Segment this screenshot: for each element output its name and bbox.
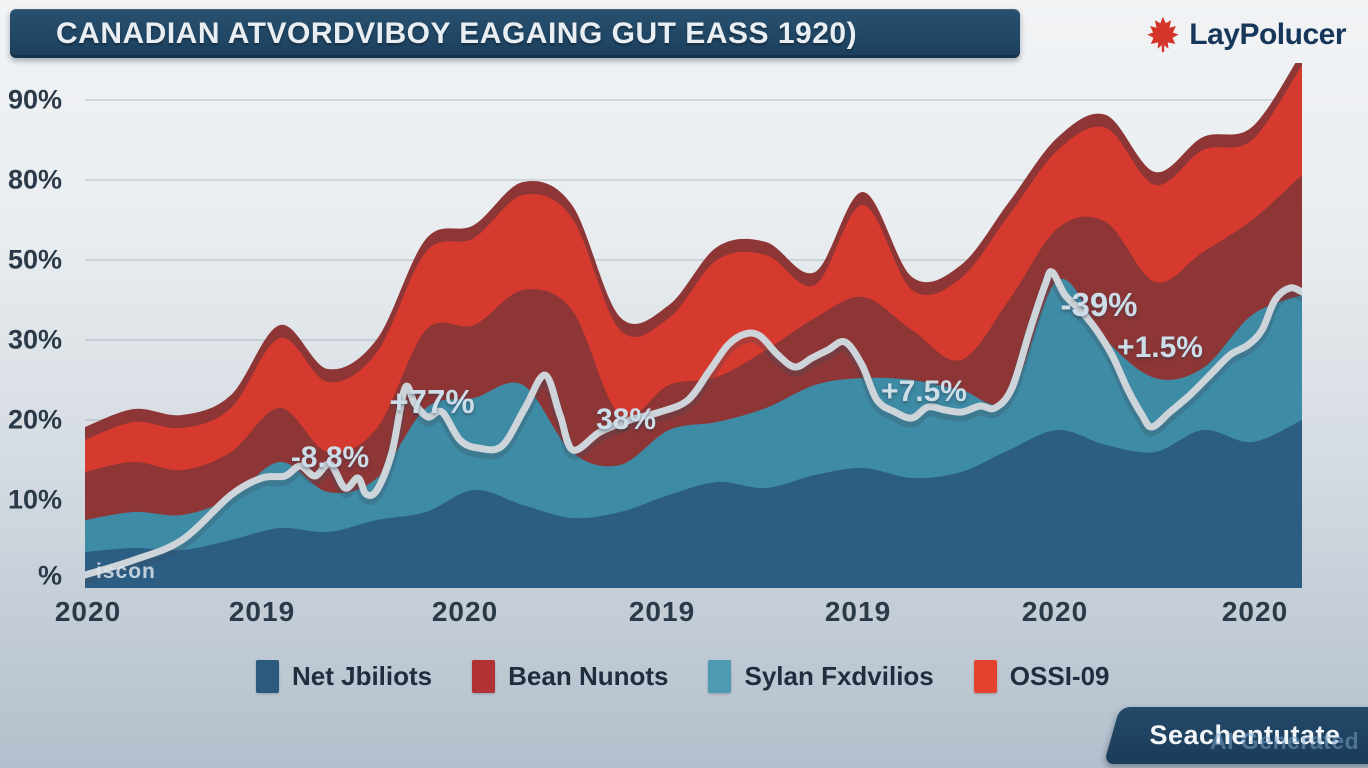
x-axis-tick-label: 2020: [1221, 596, 1289, 627]
trend-annotation: +7.5%: [881, 375, 967, 408]
brand-logo: LayPolucer: [1146, 16, 1346, 53]
x-axis-tick-label: 2019: [824, 596, 892, 627]
maple-leaf-icon: [1146, 16, 1180, 53]
x-axis-tick-label: 2019: [628, 596, 696, 627]
y-axis-tick-label: 30%: [7, 324, 62, 355]
legend-label: Bean Nunots: [508, 661, 669, 691]
y-axis-tick-label: 20%: [7, 404, 62, 435]
legend-swatch: [256, 660, 279, 693]
trend-annotation: +1.5%: [1117, 331, 1203, 364]
action-button[interactable]: Seachentutate: [1103, 707, 1368, 764]
action-button-label: Seachentutate: [1149, 720, 1341, 750]
legend-item: Net Jbiliots: [256, 660, 432, 693]
y-axis-tick-label: 80%: [7, 164, 62, 195]
trend-line: [85, 268, 1302, 579]
title-bar: CANADIAN ATVORDVIBOY EAGAING GUT EASS 19…: [10, 9, 1020, 58]
area-series-net-jbiliots: [85, 420, 1302, 588]
y-axis-tick-label: 10%: [7, 484, 62, 515]
trend-line-group: [85, 268, 1302, 585]
y-axis-tick-label: 90%: [7, 84, 62, 115]
plot-corner-label: iscon: [96, 560, 156, 583]
legend-label: Sylan Fxdvilios: [744, 661, 934, 691]
y-axis-tick-label: %: [37, 560, 62, 591]
trend-annotation: -39%: [1060, 286, 1138, 323]
x-axis-tick-label: 2020: [431, 596, 499, 627]
legend-swatch: [708, 660, 732, 693]
legend-label: OSSI-09: [1009, 661, 1110, 691]
x-axis-tick-label: 2019: [228, 596, 296, 627]
chart-legend: Net Jbiliots Bean Nunots Sylan Fxdvilios OS…: [256, 660, 1110, 693]
x-axis-tick-label: 2020: [54, 596, 122, 627]
trend-annotation: +77%: [389, 383, 475, 420]
page-title: CANADIAN ATVORDVIBOY EAGAING GUT EASS 19…: [56, 16, 858, 50]
legend-item: Bean Nunots: [472, 660, 668, 693]
legend-swatch: [472, 660, 496, 693]
trend-annotation: -8.8%: [290, 441, 370, 474]
brand-logo-text: LayPolucer: [1189, 17, 1346, 51]
trend-annotation: 38%: [595, 403, 657, 436]
legend-item: OSSI-09: [973, 660, 1110, 693]
legend-label: Net Jbiliots: [292, 661, 433, 691]
legend-swatch: [973, 660, 997, 693]
y-axis-tick-label: 50%: [7, 244, 62, 275]
x-axis-tick-label: 2020: [1021, 596, 1089, 627]
legend-item: Sylan Fxdvilios: [708, 660, 934, 693]
